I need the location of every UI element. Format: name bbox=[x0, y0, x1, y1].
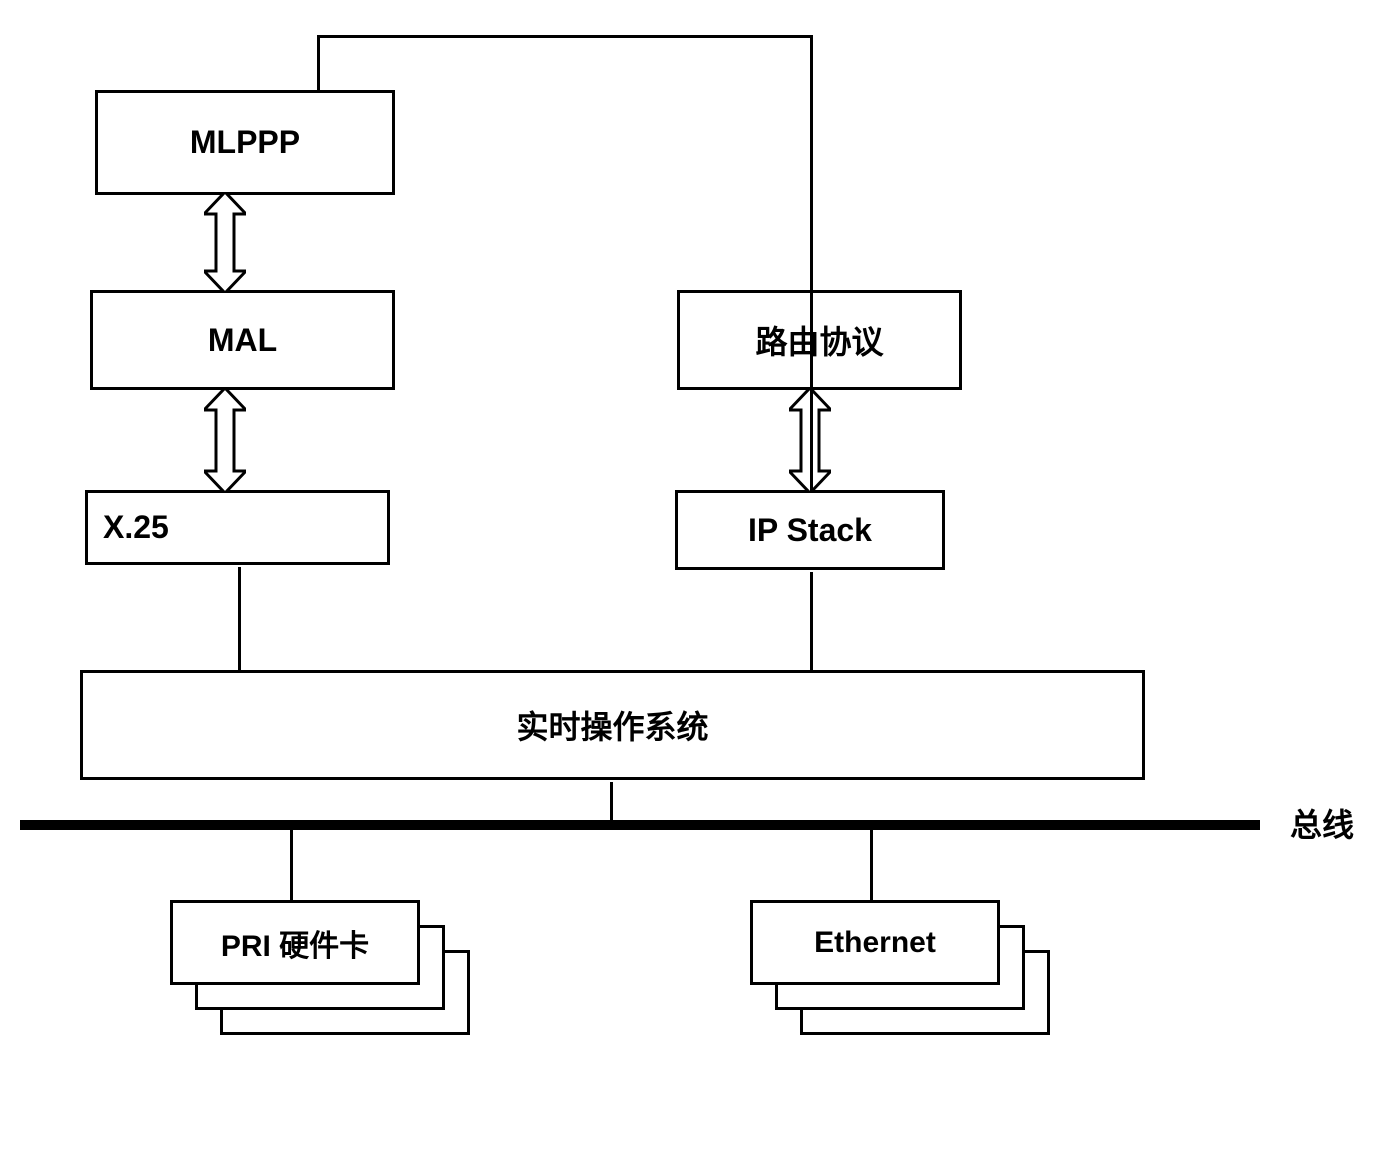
line-mlppp-up bbox=[317, 35, 320, 93]
rtos-label: 实时操作系统 bbox=[516, 702, 708, 748]
architecture-diagram: MLPPP MAL X.25 路由协议 IP Stack 实时操作系统 总线 bbox=[20, 20, 1379, 1151]
arrow-mal-x25 bbox=[204, 388, 246, 493]
ethernet-top: Ethernet bbox=[750, 900, 1000, 985]
bus-label: 总线 bbox=[1290, 800, 1354, 846]
ip-stack-box: IP Stack bbox=[675, 490, 945, 570]
mlppp-box: MLPPP bbox=[95, 90, 395, 195]
bus-line bbox=[20, 820, 1260, 830]
rtos-box: 实时操作系统 bbox=[80, 670, 1145, 780]
line-ip-rtos bbox=[810, 572, 813, 673]
line-bus-eth bbox=[870, 827, 873, 900]
routing-protocol-box: 路由协议 bbox=[677, 290, 962, 390]
pri-card-label: PRI 硬件卡 bbox=[221, 921, 369, 965]
x25-label: X.25 bbox=[103, 509, 169, 546]
line-mlppp-across bbox=[317, 35, 812, 38]
routing-protocol-label: 路由协议 bbox=[755, 317, 883, 363]
arrow-mlppp-mal bbox=[204, 192, 246, 293]
ethernet-stack: Ethernet bbox=[750, 900, 1050, 1035]
bus-text: 总线 bbox=[1290, 807, 1354, 843]
line-ipstack-down bbox=[810, 35, 813, 493]
pri-card-top: PRI 硬件卡 bbox=[170, 900, 420, 985]
ethernet-label: Ethernet bbox=[814, 926, 936, 960]
line-bus-pri bbox=[290, 827, 293, 900]
mal-box: MAL bbox=[90, 290, 395, 390]
line-rtos-bus bbox=[610, 782, 613, 822]
mal-label: MAL bbox=[208, 322, 277, 359]
line-x25-rtos bbox=[238, 567, 241, 673]
ip-stack-label: IP Stack bbox=[748, 512, 872, 549]
x25-box: X.25 bbox=[85, 490, 390, 565]
mlppp-label: MLPPP bbox=[190, 124, 300, 161]
pri-card-stack: PRI 硬件卡 bbox=[170, 900, 470, 1035]
